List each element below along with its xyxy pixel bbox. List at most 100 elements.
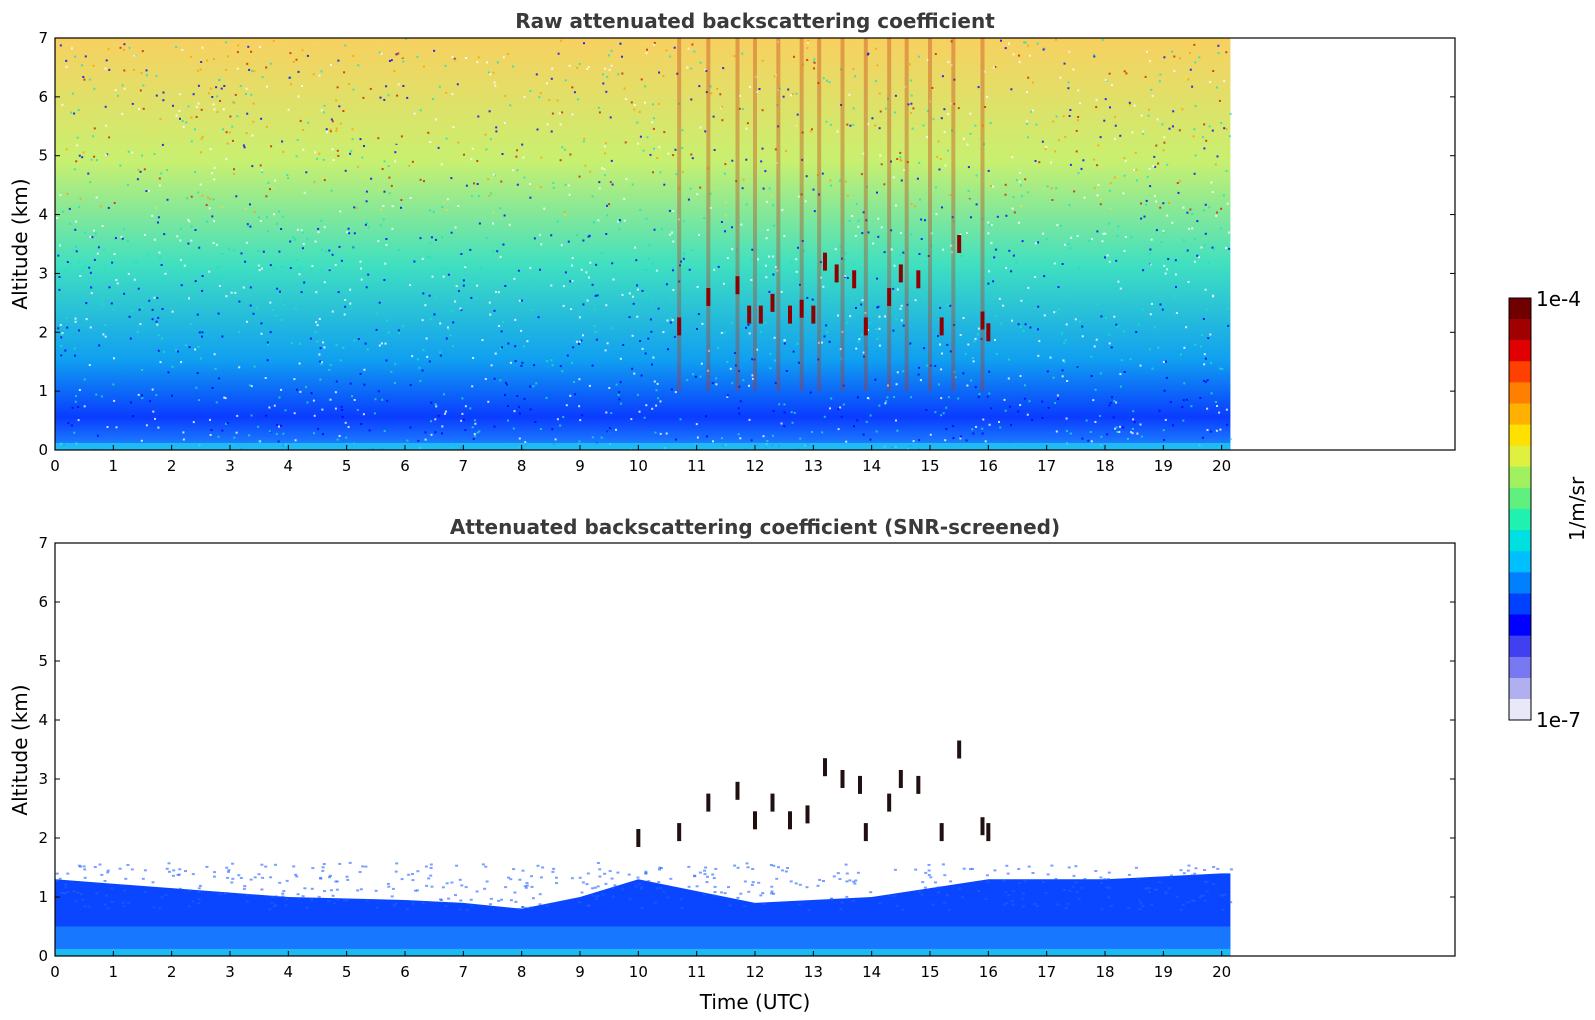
noise-speck	[902, 251, 905, 254]
noise-speck	[724, 230, 726, 233]
noise-speck	[1153, 155, 1156, 158]
noise-speck	[103, 248, 105, 251]
bl-speck	[1211, 883, 1215, 885]
noise-speck	[875, 328, 878, 331]
noise-speck	[1151, 367, 1154, 370]
noise-speck	[302, 243, 305, 245]
noise-speck	[672, 289, 675, 291]
noise-speck	[447, 273, 450, 276]
noise-speck	[166, 169, 168, 171]
noise-speck	[223, 85, 226, 87]
bl-speck	[539, 876, 543, 879]
noise-speck	[65, 59, 68, 62]
noise-speck	[667, 152, 670, 155]
noise-speck	[826, 79, 828, 82]
bl-speck	[895, 904, 899, 907]
noise-speck	[1159, 206, 1162, 209]
noise-speck	[902, 370, 905, 373]
noise-speck	[498, 325, 501, 327]
noise-speck	[1194, 154, 1197, 157]
noise-speck	[673, 46, 676, 49]
noise-speck	[462, 284, 465, 287]
noise-speck	[76, 144, 79, 147]
noise-speck	[388, 149, 391, 152]
bl-speck	[329, 889, 333, 892]
noise-speck	[232, 172, 235, 175]
noise-speck	[630, 101, 633, 104]
bl-speck	[1186, 869, 1190, 872]
noise-speck	[529, 385, 531, 388]
noise-speck	[269, 188, 271, 191]
noise-speck	[1008, 405, 1011, 408]
noise-speck	[1049, 356, 1052, 359]
x-tick-label: 12	[745, 457, 764, 475]
noise-speck	[305, 171, 308, 174]
bl-speck	[110, 887, 114, 890]
noise-speck	[968, 198, 971, 201]
noise-speck	[749, 85, 752, 88]
noise-speck	[1193, 238, 1196, 241]
noise-speck	[917, 55, 920, 58]
noise-speck	[846, 194, 849, 197]
colorbar-step	[1509, 656, 1531, 678]
bl-speck	[296, 897, 300, 900]
noise-speck	[1037, 354, 1040, 357]
noise-speck	[70, 424, 73, 427]
noise-speck	[249, 203, 251, 206]
noise-speck	[344, 421, 347, 424]
bl-speck	[284, 898, 288, 901]
noise-speck	[148, 299, 151, 302]
noise-speck	[938, 318, 941, 321]
noise-speck	[1219, 428, 1222, 431]
noise-speck	[411, 160, 414, 163]
noise-speck	[251, 69, 253, 72]
noise-speck	[111, 261, 114, 264]
noise-speck	[417, 439, 420, 442]
bl-speck	[271, 895, 275, 898]
bl-speck	[424, 865, 428, 868]
noise-speck	[1128, 103, 1131, 106]
noise-speck	[450, 310, 453, 313]
noise-speck	[509, 361, 512, 364]
noise-speck	[1211, 246, 1214, 249]
noise-speck	[282, 304, 285, 306]
noise-speck	[378, 301, 381, 304]
noise-speck	[934, 53, 937, 55]
noise-speck	[126, 239, 129, 242]
noise-speck	[423, 180, 425, 183]
noise-speck	[655, 269, 658, 272]
x-tick-label: 20	[1212, 963, 1231, 981]
noise-speck	[464, 140, 467, 143]
noise-speck	[741, 52, 744, 55]
noise-speck	[209, 148, 212, 151]
noise-speck	[314, 151, 317, 154]
noise-speck	[523, 345, 526, 348]
noise-speck	[213, 220, 216, 223]
noise-speck	[280, 228, 283, 230]
noise-speck	[137, 287, 140, 290]
bl-speck	[469, 898, 473, 901]
bl-speck	[475, 890, 479, 893]
noise-speck	[665, 432, 668, 435]
noise-speck	[139, 89, 142, 92]
noise-speck	[1140, 114, 1143, 117]
noise-speck	[1101, 148, 1104, 151]
noise-speck	[539, 92, 542, 95]
cloud-feature	[753, 811, 757, 830]
noise-speck	[698, 85, 701, 88]
noise-speck	[518, 437, 521, 440]
noise-speck	[1148, 108, 1151, 111]
noise-speck	[1196, 220, 1199, 223]
noise-speck	[303, 281, 306, 284]
noise-speck	[1204, 163, 1207, 166]
noise-speck	[485, 148, 488, 151]
noise-speck	[665, 49, 668, 52]
noise-speck	[750, 122, 753, 125]
noise-speck	[1219, 367, 1222, 370]
bl-speck	[336, 898, 340, 901]
bl-speck	[1141, 905, 1145, 908]
noise-speck	[244, 260, 247, 263]
cloud-feature	[939, 823, 944, 842]
noise-speck	[454, 226, 457, 229]
noise-speck	[977, 327, 980, 330]
